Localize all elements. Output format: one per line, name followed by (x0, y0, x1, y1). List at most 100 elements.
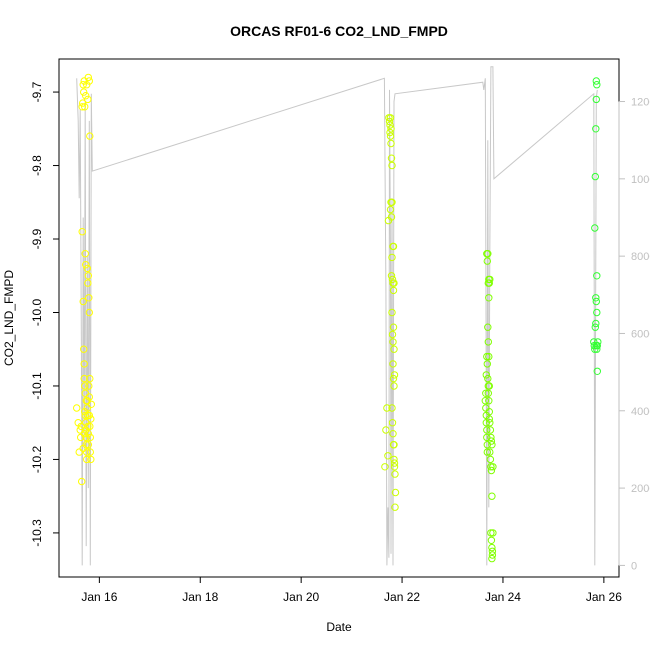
data-point (483, 426, 491, 434)
data-point (593, 345, 601, 353)
right-y-tick-label: 4000 (631, 406, 650, 418)
data-point (592, 319, 600, 328)
data-point (488, 543, 496, 552)
data-point (389, 360, 397, 368)
data-point (80, 77, 88, 85)
data-point (390, 459, 399, 467)
data-point (488, 554, 496, 563)
data-point (76, 426, 84, 434)
x-tick-label: Jan 16 (81, 590, 117, 604)
data-point (387, 272, 396, 280)
y-tick-label: -10.0 (30, 298, 44, 326)
data-point (387, 213, 396, 221)
data-point (391, 503, 399, 511)
data-point (485, 294, 493, 302)
data-point (592, 297, 600, 306)
y-tick-label: -9.9 (30, 228, 44, 249)
data-point (86, 422, 94, 431)
data-point (389, 242, 398, 251)
data-point (388, 404, 396, 412)
data-point (77, 422, 85, 431)
data-point (592, 95, 600, 104)
data-point (388, 275, 397, 284)
data-point (86, 448, 95, 456)
data-point (487, 437, 496, 445)
data-point (594, 338, 602, 346)
data-point (387, 139, 395, 148)
data-point (487, 529, 495, 537)
data-point (386, 121, 394, 129)
data-point (79, 444, 87, 453)
data-point (389, 323, 398, 331)
data-point (381, 463, 389, 471)
data-point (83, 81, 91, 89)
data-point (489, 529, 497, 537)
data-point (488, 547, 497, 555)
data-point (84, 441, 93, 449)
data-point (78, 103, 86, 111)
data-point (484, 323, 492, 331)
data-point (592, 77, 600, 85)
data-point (389, 286, 398, 295)
x-tick-label: Jan 20 (283, 590, 319, 604)
y-tick-label: -10.2 (30, 445, 44, 473)
data-point (482, 389, 490, 397)
data-point (79, 297, 87, 306)
data-point (485, 408, 493, 416)
data-point (86, 132, 94, 140)
data-point (75, 448, 83, 456)
data-point (389, 430, 397, 438)
data-point (593, 367, 601, 375)
data-point (82, 426, 90, 434)
right-y-tick-label: 8000 (631, 251, 650, 263)
y-tick-label: -9.7 (30, 81, 44, 102)
data-point (82, 419, 90, 427)
data-point (592, 294, 600, 302)
data-point (78, 228, 86, 236)
data-point (390, 382, 398, 390)
y-tick-label: -10.3 (30, 519, 44, 547)
data-point (483, 448, 491, 456)
data-point (486, 419, 494, 427)
data-points-layer (73, 73, 602, 563)
x-tick-label: Jan 26 (586, 590, 622, 604)
data-point (489, 463, 497, 471)
data-point (485, 397, 493, 405)
data-point (82, 261, 90, 269)
data-point (84, 430, 93, 438)
right-y-tick-label: 6000 (631, 328, 650, 340)
right-y-tick-label: 12000 (631, 97, 650, 109)
data-point (484, 250, 492, 258)
data-point (85, 411, 94, 420)
data-point (390, 441, 398, 449)
right-y-axis: 0 2000 4000 6000 8000 10000 12000 (618, 97, 650, 572)
data-point (591, 224, 599, 232)
data-point (485, 415, 493, 423)
data-point (488, 492, 496, 500)
data-point (390, 371, 399, 379)
data-point (386, 205, 395, 214)
y-tick-label: -10.1 (30, 372, 44, 400)
data-point (84, 73, 93, 82)
right-y-tick-label: 0 (631, 560, 637, 572)
data-point (484, 374, 492, 383)
data-point (83, 264, 92, 273)
data-point (391, 488, 400, 497)
data-point (84, 272, 93, 280)
data-point (387, 154, 396, 162)
data-point (484, 389, 492, 397)
data-point (383, 404, 391, 412)
data-point (488, 551, 497, 559)
data-point (80, 345, 88, 353)
data-point (80, 360, 88, 368)
chart-title: ORCAS RF01-6 CO2_LND_FMPD (230, 23, 448, 39)
data-point (81, 408, 89, 416)
data-point (481, 397, 489, 405)
data-point (388, 330, 397, 339)
x-tick-label: Jan 24 (485, 590, 521, 604)
data-point (486, 455, 495, 464)
data-point (83, 455, 91, 464)
data-point (80, 430, 88, 438)
